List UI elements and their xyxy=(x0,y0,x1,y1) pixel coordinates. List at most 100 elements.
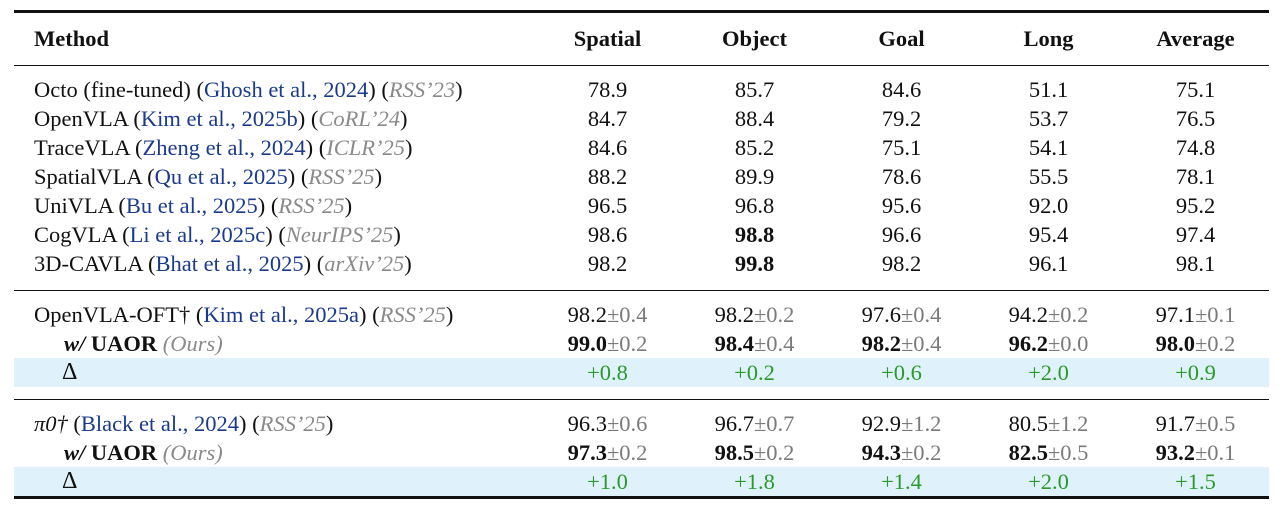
goal-delta: +0.6 xyxy=(828,358,975,387)
goal-delta: +1.4 xyxy=(828,467,975,498)
long-value: 80.5±1.2 xyxy=(1008,410,1089,436)
venue-label: RSS’25 xyxy=(379,301,446,327)
object-value: 96.8 xyxy=(734,192,775,218)
object-delta: +0.2 xyxy=(681,358,828,387)
citation-link[interactable]: Zheng et al., 2024 xyxy=(142,134,306,160)
header-long: Long xyxy=(1023,26,1074,51)
with-prefix: w/ xyxy=(64,439,86,465)
object-value: 88.4 xyxy=(734,105,775,131)
average-value: 97.4 xyxy=(1175,221,1216,247)
long-delta: +2.0 xyxy=(975,467,1122,498)
goal-value: 95.6 xyxy=(881,192,922,218)
citation-link[interactable]: Kim et al., 2025a xyxy=(203,301,359,327)
object-delta: +1.8 xyxy=(681,467,828,498)
table-row: TraceVLA (Zheng et al., 2024) (ICLR’25) … xyxy=(14,133,1269,162)
goal-value: 79.2 xyxy=(881,105,922,131)
average-value: 74.8 xyxy=(1175,134,1216,160)
long-value: 96.1 xyxy=(1028,250,1069,276)
table-row: UniVLA (Bu et al., 2025) (RSS’25) 96.5 9… xyxy=(14,191,1269,220)
delta-row: Δ +0.8 +0.2 +0.6 +2.0 +0.9 xyxy=(14,358,1269,387)
goal-value: 92.9±1.2 xyxy=(861,410,942,436)
table-row: SpatialVLA (Qu et al., 2025) (RSS’25) 88… xyxy=(14,162,1269,191)
table-row: π0† (Black et al., 2024) (RSS’25) 96.3±0… xyxy=(14,409,1269,438)
header-method: Method xyxy=(34,26,109,51)
object-value: 98.2±0.2 xyxy=(714,301,795,327)
venue-label: RSS’23 xyxy=(388,76,456,102)
spatial-value: 88.2 xyxy=(587,163,628,189)
venue-label: RSS’25 xyxy=(259,410,326,436)
spatial-value: 84.7 xyxy=(587,105,628,131)
venue-label: RSS’25 xyxy=(308,163,375,189)
spatial-value: 96.5 xyxy=(587,192,628,218)
goal-value: 98.2±0.4 xyxy=(861,330,942,356)
table-row: Octo (fine-tuned) (Ghosh et al., 2024) (… xyxy=(14,75,1269,104)
spatial-delta: +1.0 xyxy=(534,467,681,498)
long-value: 53.7 xyxy=(1028,105,1069,131)
spatial-value: 84.6 xyxy=(587,134,628,160)
method-name: UniVLA xyxy=(34,192,113,218)
method-name: CogVLA xyxy=(34,221,117,247)
long-value: 95.4 xyxy=(1028,221,1069,247)
method-name: OpenVLA xyxy=(34,105,128,131)
delta-symbol: Δ xyxy=(14,467,534,498)
spatial-value: 98.6 xyxy=(587,221,628,247)
method-name: TraceVLA xyxy=(34,134,130,160)
citation-link[interactable]: Black et al., 2024 xyxy=(80,410,239,436)
spatial-value: 98.2 xyxy=(587,250,628,276)
method-name: Octo (fine-tuned) xyxy=(34,76,191,102)
method-name: π0† xyxy=(34,410,68,436)
goal-value: 78.6 xyxy=(881,163,922,189)
results-table-container: Method Spatial Object Goal Long Average … xyxy=(14,10,1269,499)
average-value: 97.1±0.1 xyxy=(1155,301,1236,327)
ours-row: w/ UAOR (Ours) 99.0±0.2 98.4±0.4 98.2±0.… xyxy=(14,329,1269,358)
average-value: 98.0±0.2 xyxy=(1155,330,1236,356)
citation-link[interactable]: Kim et al., 2025b xyxy=(140,105,298,131)
goal-value: 84.6 xyxy=(881,76,922,102)
citation-link[interactable]: Bhat et al., 2025 xyxy=(155,250,304,276)
table-row: OpenVLA (Kim et al., 2025b) (CoRL’24) 84… xyxy=(14,104,1269,133)
goal-value: 96.6 xyxy=(881,221,922,247)
long-value: 82.5±0.5 xyxy=(1008,439,1089,465)
header-spatial: Spatial xyxy=(573,26,642,51)
goal-value: 98.2 xyxy=(881,250,922,276)
citation-link[interactable]: Ghosh et al., 2024 xyxy=(203,76,369,102)
citation-link[interactable]: Qu et al., 2025 xyxy=(154,163,288,189)
ours-method-name: UAOR xyxy=(90,439,158,465)
method-name: 3D-CAVLA xyxy=(34,250,143,276)
object-value: 98.4±0.4 xyxy=(714,330,795,356)
long-value: 54.1 xyxy=(1028,134,1069,160)
object-value-best: 99.8 xyxy=(734,250,775,276)
venue-label: RSS’25 xyxy=(278,192,345,218)
average-value: 75.1 xyxy=(1175,76,1216,102)
object-value: 89.9 xyxy=(734,163,775,189)
venue-label: ICLR’25 xyxy=(326,134,405,160)
object-value: 85.2 xyxy=(734,134,775,160)
goal-value: 75.1 xyxy=(881,134,922,160)
goal-value: 97.6±0.4 xyxy=(861,301,942,327)
citation-link[interactable]: Li et al., 2025c xyxy=(129,221,266,247)
spatial-value: 78.9 xyxy=(587,76,628,102)
method-name: SpatialVLA xyxy=(34,163,142,189)
goal-value: 94.3±0.2 xyxy=(861,439,942,465)
spatial-value: 97.3±0.2 xyxy=(567,439,648,465)
ours-row: w/ UAOR (Ours) 97.3±0.2 98.5±0.2 94.3±0.… xyxy=(14,438,1269,467)
citation-link[interactable]: Bu et al., 2025 xyxy=(125,192,258,218)
delta-row: Δ +1.0 +1.8 +1.4 +2.0 +1.5 xyxy=(14,467,1269,498)
spatial-value: 99.0±0.2 xyxy=(567,330,648,356)
average-value: 91.7±0.5 xyxy=(1155,410,1236,436)
header-goal: Goal xyxy=(878,26,925,51)
venue-label: NeurIPS’25 xyxy=(285,221,394,247)
spatial-delta: +0.8 xyxy=(534,358,681,387)
average-value: 98.1 xyxy=(1175,250,1216,276)
results-table: Method Spatial Object Goal Long Average … xyxy=(14,10,1269,499)
long-value: 94.2±0.2 xyxy=(1008,301,1089,327)
long-value: 92.0 xyxy=(1028,192,1069,218)
header-average: Average xyxy=(1156,26,1235,51)
delta-symbol: Δ xyxy=(14,358,534,387)
spatial-value: 96.3±0.6 xyxy=(567,410,648,436)
long-value: 51.1 xyxy=(1028,76,1069,102)
average-value: 78.1 xyxy=(1175,163,1216,189)
table-row: CogVLA (Li et al., 2025c) (NeurIPS’25) 9… xyxy=(14,220,1269,249)
average-value: 95.2 xyxy=(1175,192,1216,218)
ours-method-name: UAOR xyxy=(90,330,158,356)
